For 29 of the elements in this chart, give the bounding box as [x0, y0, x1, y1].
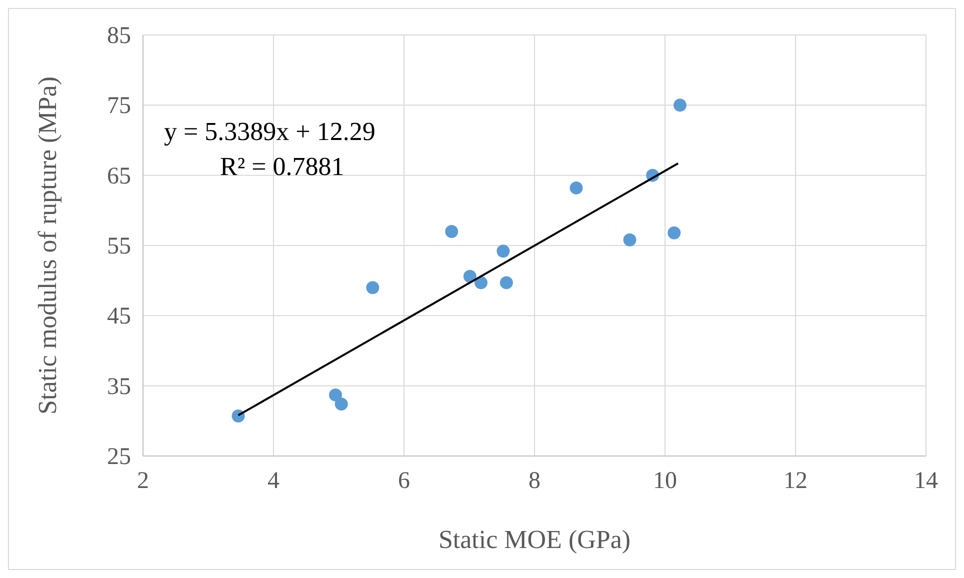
point [500, 276, 513, 290]
x-tick-label: 6 [398, 468, 410, 494]
y-axis-title: Static modulus of rupture (MPa) [33, 76, 62, 414]
point [232, 410, 245, 423]
x-tick-label: 2 [137, 468, 149, 494]
y-tick-label: 25 [107, 444, 131, 470]
point [496, 244, 510, 258]
x-tick-label: 14 [914, 468, 938, 494]
y-tick-label: 35 [107, 374, 131, 400]
y-tick-label: 65 [107, 163, 131, 190]
x-tick-label: 12 [784, 468, 808, 494]
x-tick-label: 10 [653, 468, 677, 494]
x-tick-label: 4 [268, 468, 280, 494]
point [445, 224, 458, 238]
x-axis-title: Static MOE (GPa) [438, 525, 631, 554]
point [668, 226, 681, 240]
annotation: y = 5.3389x + 12.29 [164, 117, 376, 146]
annotation: R² = 0.7881 [220, 152, 344, 181]
point [334, 398, 348, 411]
y-tick-label: 45 [107, 304, 131, 330]
point [623, 233, 636, 246]
point [366, 281, 380, 294]
y-tick-label: 85 [107, 23, 131, 49]
point [570, 181, 583, 194]
point [328, 388, 342, 402]
y-tick-label: 75 [107, 93, 131, 120]
y-tick-label: 55 [107, 234, 131, 260]
point [674, 98, 687, 112]
x-tick-label: 8 [528, 468, 540, 494]
